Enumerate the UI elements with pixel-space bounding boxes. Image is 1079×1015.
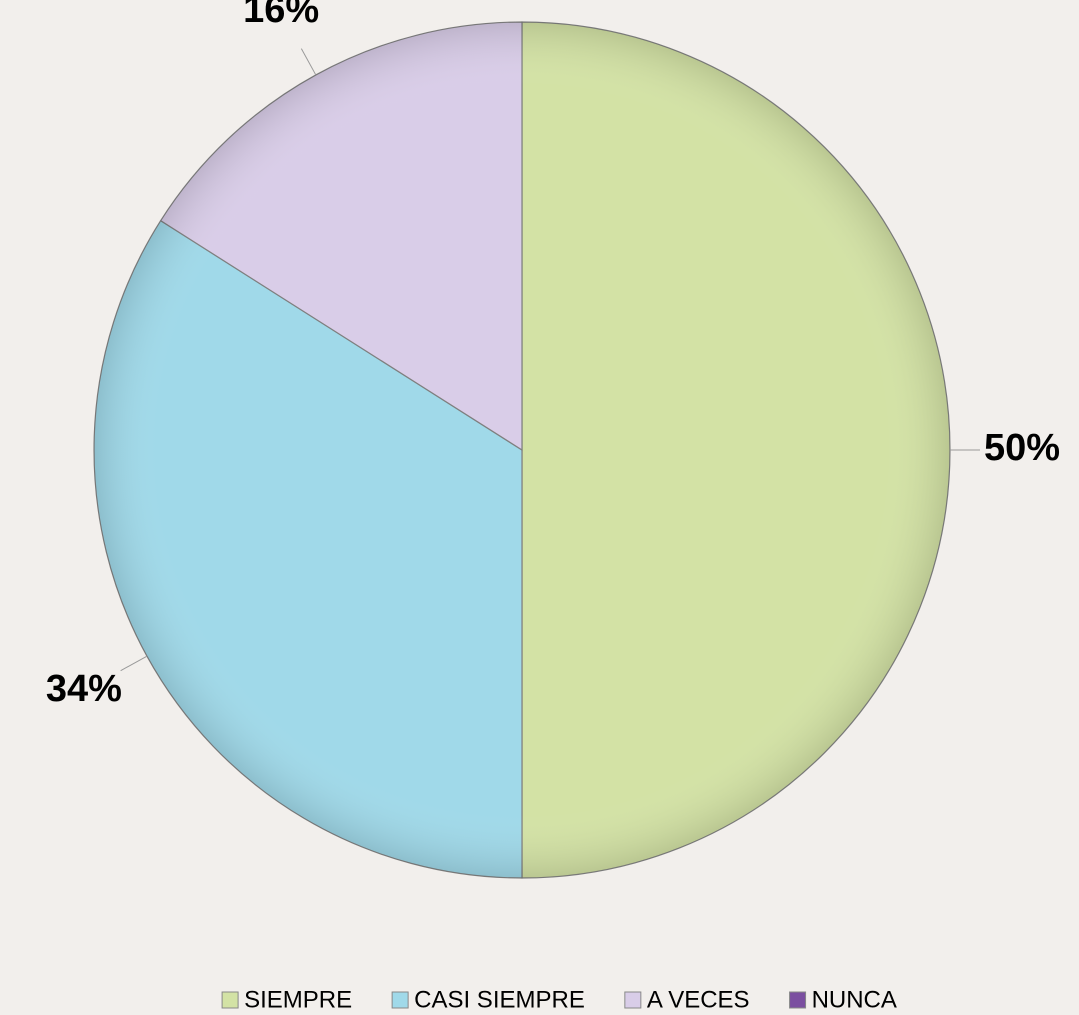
legend-label: NUNCA [812, 986, 897, 1013]
value-label: 16% [243, 0, 319, 31]
value-label: 50% [984, 427, 1060, 469]
value-label: 34% [46, 668, 122, 710]
legend-swatch [221, 991, 239, 1009]
legend-swatch [789, 991, 807, 1009]
legend: SIEMPRE CASI SIEMPRE A VECES NUNCA [221, 986, 897, 1013]
leader-line [120, 655, 148, 672]
pie-slice [521, 21, 951, 879]
legend-label: CASI SIEMPRE [414, 986, 585, 1013]
legend-swatch [391, 991, 409, 1009]
legend-label: A VECES [647, 986, 750, 1013]
leader-line [300, 48, 317, 76]
legend-swatch [624, 991, 642, 1009]
legend-label: SIEMPRE [244, 986, 352, 1013]
